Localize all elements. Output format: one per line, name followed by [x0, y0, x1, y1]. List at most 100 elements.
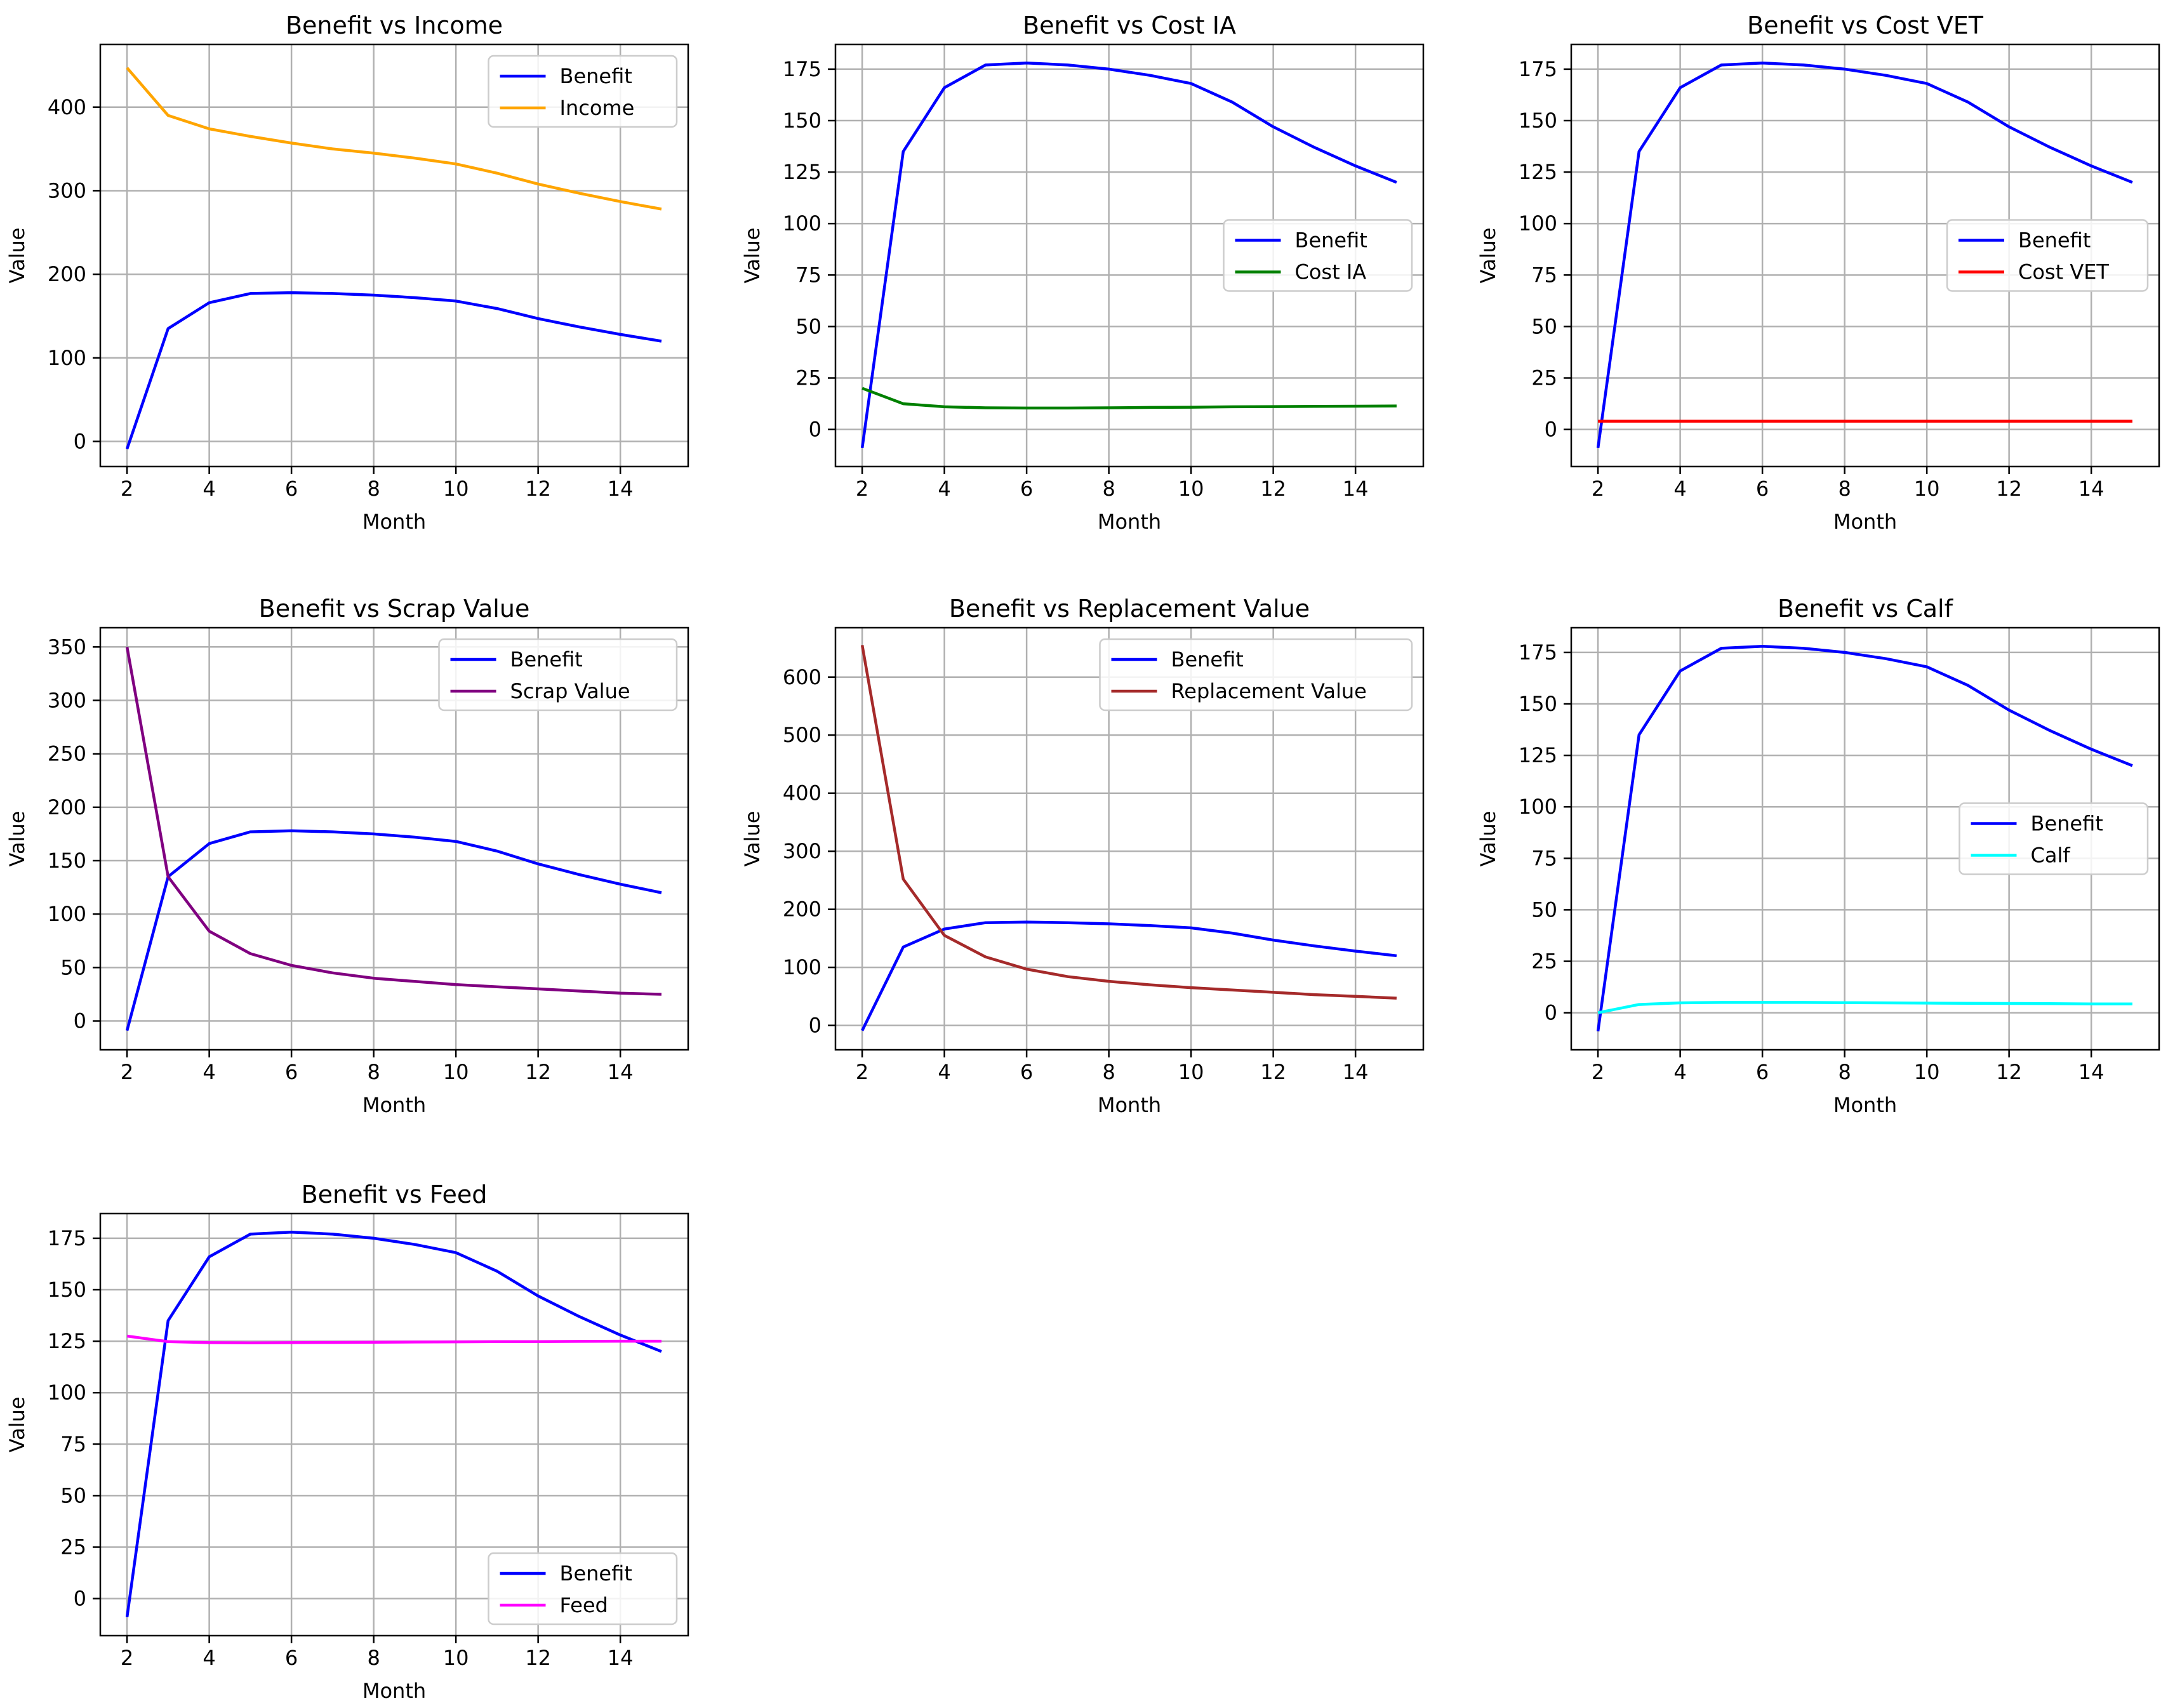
x-axis-label: Month [1098, 1093, 1161, 1117]
y-tick-label: 175 [1519, 57, 1557, 81]
legend-label: Replacement Value [1171, 679, 1367, 703]
y-tick-label: 300 [48, 688, 86, 712]
x-tick-label: 2 [1592, 1060, 1604, 1084]
x-tick-label: 14 [1343, 477, 1369, 501]
y-tick-label: 50 [1531, 897, 1557, 922]
x-tick-label: 10 [443, 1060, 469, 1084]
x-tick-label: 4 [203, 477, 215, 501]
y-tick-label: 200 [48, 795, 86, 819]
series-line-benefit [1596, 61, 2133, 449]
series-line-feed [126, 1334, 662, 1344]
y-axis-label: Value [1476, 228, 1500, 284]
y-tick-label: 100 [1519, 795, 1557, 819]
y-tick-label: 100 [48, 902, 86, 926]
y-tick-label: 100 [48, 1380, 86, 1405]
y-tick-label: 150 [48, 1278, 86, 1302]
legend: Benefit Feed [488, 1552, 678, 1625]
legend: Benefit Income [488, 55, 678, 128]
series-line-benefit [1596, 644, 2133, 1032]
x-tick-label: 14 [2078, 1060, 2105, 1084]
axes-frame [99, 626, 689, 1051]
legend-label: Calf [2031, 844, 2071, 868]
y-tick-label: 50 [1531, 314, 1557, 338]
y-axis-label: Value [1476, 811, 1500, 867]
legend-label: Benefit [1171, 647, 1244, 672]
y-tick-label: 75 [1531, 846, 1557, 870]
x-tick-label: 12 [1260, 1060, 1286, 1084]
y-tick-label: 600 [783, 665, 821, 689]
y-tick-label: 0 [809, 1014, 821, 1038]
x-tick-label: 6 [285, 1646, 298, 1670]
series-line-benefit [125, 291, 662, 450]
y-tick-label: 50 [60, 1483, 86, 1507]
y-tick-label: 0 [74, 429, 86, 453]
y-tick-label: 50 [795, 314, 821, 338]
axes-frame [834, 43, 1425, 468]
y-tick-label: 125 [1519, 743, 1557, 767]
legend-label: Income [560, 96, 635, 120]
chart-title: Benefit vs Replacement Value [949, 595, 1310, 623]
y-tick-label: 100 [1519, 211, 1557, 235]
y-tick-label: 125 [48, 1329, 86, 1353]
y-tick-label: 150 [1519, 692, 1557, 716]
axes-frame [99, 43, 689, 468]
x-tick-label: 12 [1260, 477, 1286, 501]
y-tick-label: 25 [60, 1535, 86, 1559]
y-tick-label: 75 [60, 1432, 86, 1456]
chart-title: Benefit vs Income [286, 11, 503, 39]
x-tick-label: 2 [121, 1060, 133, 1084]
chart-title: Benefit vs Scrap Value [259, 595, 530, 623]
x-tick-label: 2 [121, 477, 133, 501]
legend-label: Cost IA [1295, 260, 1367, 284]
chart-panel-3: 2 4 6 8 10 12 14 0 25 50 75 100 125 150 175 Benefit vs … [1476, 11, 2160, 534]
x-tick-label: 6 [1020, 1060, 1033, 1084]
y-tick-label: 175 [48, 1226, 86, 1250]
x-axis-label: Month [362, 510, 426, 534]
x-tick-label: 10 [1914, 1060, 1940, 1084]
x-tick-label: 4 [1673, 477, 1686, 501]
y-axis-label: Value [740, 228, 764, 284]
y-tick-label: 300 [48, 178, 86, 202]
series-line-benefit [860, 61, 1397, 449]
y-axis-label: Value [5, 1397, 29, 1453]
y-tick-label: 100 [48, 346, 86, 370]
x-tick-label: 10 [1178, 477, 1204, 501]
legend-box [438, 638, 678, 712]
x-tick-label: 8 [367, 1060, 380, 1084]
y-axis-label: Value [740, 811, 764, 867]
x-tick-label: 6 [285, 1060, 298, 1084]
x-axis-label: Month [1098, 510, 1161, 534]
x-tick-label: 6 [285, 477, 298, 501]
x-tick-label: 14 [608, 1646, 634, 1670]
y-axis-label: Value [5, 811, 29, 867]
legend: Benefit Cost IA [1223, 219, 1413, 292]
x-tick-label: 2 [1592, 477, 1604, 501]
x-tick-label: 12 [1996, 1060, 2022, 1084]
y-tick-label: 200 [783, 897, 821, 922]
series-line-calf [1597, 1001, 2132, 1014]
x-tick-label: 10 [1914, 477, 1940, 501]
x-axis-label: Month [362, 1679, 426, 1703]
legend: Benefit Replacement Value [1099, 638, 1413, 712]
y-tick-label: 0 [1545, 418, 1557, 442]
y-tick-label: 125 [783, 160, 821, 184]
x-axis-label: Month [1833, 1093, 1897, 1117]
axes-frame [834, 626, 1425, 1051]
y-tick-label: 25 [1531, 366, 1557, 390]
y-axis-label: Value [5, 228, 29, 284]
legend-label: Feed [560, 1593, 608, 1617]
legend-label: Benefit [560, 64, 632, 88]
series-line-benefit [861, 920, 1397, 1031]
x-tick-label: 8 [1838, 477, 1851, 501]
axes-frame [99, 1212, 689, 1637]
x-tick-label: 10 [443, 1646, 469, 1670]
y-tick-label: 75 [1531, 263, 1557, 287]
series-line-income [126, 67, 662, 211]
x-tick-label: 10 [443, 477, 469, 501]
legend-label: Benefit [560, 1561, 632, 1586]
y-tick-label: 300 [783, 839, 821, 863]
x-tick-label: 8 [1102, 1060, 1115, 1084]
legend: Benefit Calf [1959, 802, 2149, 875]
y-tick-label: 250 [48, 742, 86, 766]
x-tick-label: 14 [2078, 477, 2105, 501]
